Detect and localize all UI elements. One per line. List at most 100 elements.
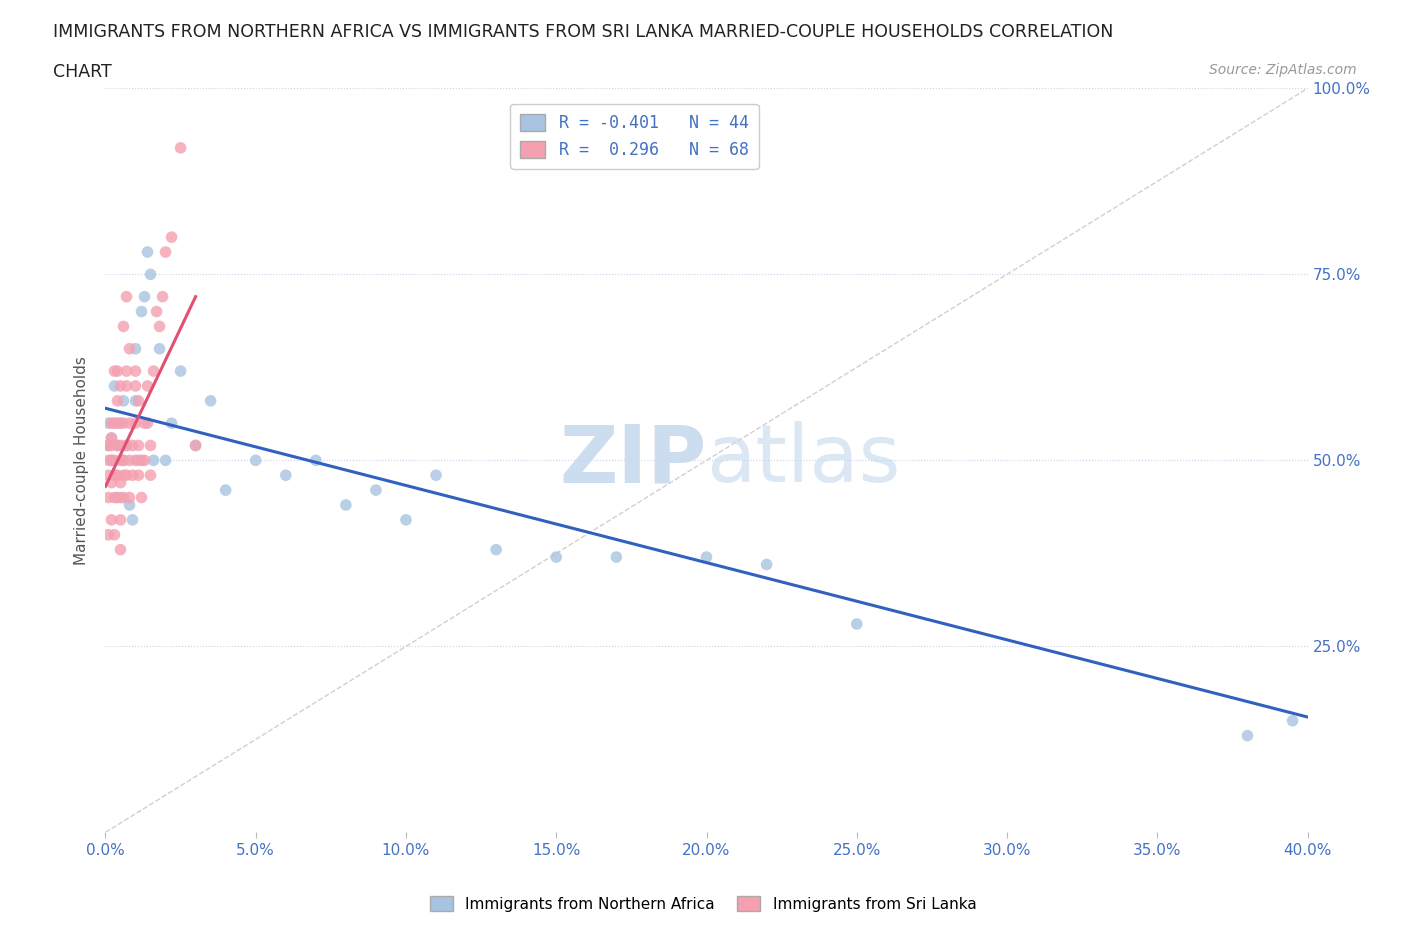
Point	[112, 468, 135, 483]
Point	[184, 438, 207, 453]
Point	[110, 379, 132, 393]
Point	[97, 468, 120, 483]
Point	[131, 453, 153, 468]
Point	[128, 453, 150, 468]
Point	[110, 453, 132, 468]
Point	[134, 289, 156, 304]
Point	[115, 438, 138, 453]
Text: ZIP: ZIP	[560, 421, 707, 499]
Point	[115, 379, 138, 393]
Point	[118, 490, 141, 505]
Point	[107, 416, 129, 431]
Point	[100, 431, 122, 445]
Point	[100, 416, 122, 431]
Point	[142, 364, 165, 379]
Point	[100, 453, 122, 468]
Point	[103, 416, 125, 431]
Point	[110, 542, 132, 557]
Point	[103, 379, 125, 393]
Point	[97, 490, 120, 505]
Point	[124, 393, 146, 408]
Point	[110, 512, 132, 527]
Point	[112, 453, 135, 468]
Point	[364, 483, 387, 498]
Text: IMMIGRANTS FROM NORTHERN AFRICA VS IMMIGRANTS FROM SRI LANKA MARRIED-COUPLE HOUS: IMMIGRANTS FROM NORTHERN AFRICA VS IMMIG…	[53, 23, 1114, 41]
Point	[124, 341, 146, 356]
Point	[1236, 728, 1258, 743]
Point	[845, 617, 868, 631]
Point	[110, 438, 132, 453]
Point	[112, 453, 135, 468]
Point	[148, 341, 170, 356]
Point	[136, 416, 159, 431]
Point	[485, 542, 508, 557]
Point	[118, 341, 141, 356]
Point	[115, 364, 138, 379]
Point	[103, 468, 125, 483]
Point	[124, 453, 146, 468]
Point	[100, 475, 122, 490]
Text: atlas: atlas	[707, 421, 901, 499]
Point	[97, 438, 120, 453]
Point	[245, 453, 267, 468]
Point	[103, 527, 125, 542]
Point	[107, 490, 129, 505]
Point	[155, 453, 177, 468]
Point	[103, 468, 125, 483]
Point	[110, 490, 132, 505]
Point	[755, 557, 778, 572]
Point	[139, 438, 162, 453]
Point	[425, 468, 447, 483]
Point	[1281, 713, 1303, 728]
Point	[97, 527, 120, 542]
Point	[274, 468, 297, 483]
Point	[605, 550, 627, 565]
Point	[160, 416, 183, 431]
Point	[100, 438, 122, 453]
Point	[112, 393, 135, 408]
Point	[160, 230, 183, 245]
Point	[128, 393, 150, 408]
Legend: R = -0.401   N = 44, R =  0.296   N = 68: R = -0.401 N = 44, R = 0.296 N = 68	[510, 104, 759, 168]
Point	[118, 416, 141, 431]
Y-axis label: Married-couple Households: Married-couple Households	[75, 356, 90, 565]
Point	[110, 416, 132, 431]
Point	[121, 438, 143, 453]
Point	[121, 512, 143, 527]
Point	[107, 438, 129, 453]
Point	[184, 438, 207, 453]
Point	[97, 453, 120, 468]
Point	[131, 304, 153, 319]
Point	[100, 512, 122, 527]
Point	[115, 468, 138, 483]
Point	[112, 416, 135, 431]
Point	[305, 453, 328, 468]
Point	[214, 483, 236, 498]
Point	[112, 490, 135, 505]
Point	[107, 364, 129, 379]
Point	[139, 267, 162, 282]
Point	[136, 379, 159, 393]
Point	[100, 453, 122, 468]
Point	[103, 453, 125, 468]
Point	[107, 393, 129, 408]
Point	[145, 304, 167, 319]
Point	[131, 490, 153, 505]
Point	[97, 416, 120, 431]
Point	[118, 453, 141, 468]
Point	[546, 550, 568, 565]
Point	[121, 468, 143, 483]
Point	[124, 416, 146, 431]
Point	[696, 550, 718, 565]
Point	[128, 438, 150, 453]
Point	[115, 289, 138, 304]
Point	[124, 379, 146, 393]
Point	[103, 364, 125, 379]
Point	[134, 416, 156, 431]
Point	[335, 498, 357, 512]
Point	[169, 364, 191, 379]
Point	[155, 245, 177, 259]
Point	[112, 319, 135, 334]
Point	[97, 438, 120, 453]
Point	[152, 289, 174, 304]
